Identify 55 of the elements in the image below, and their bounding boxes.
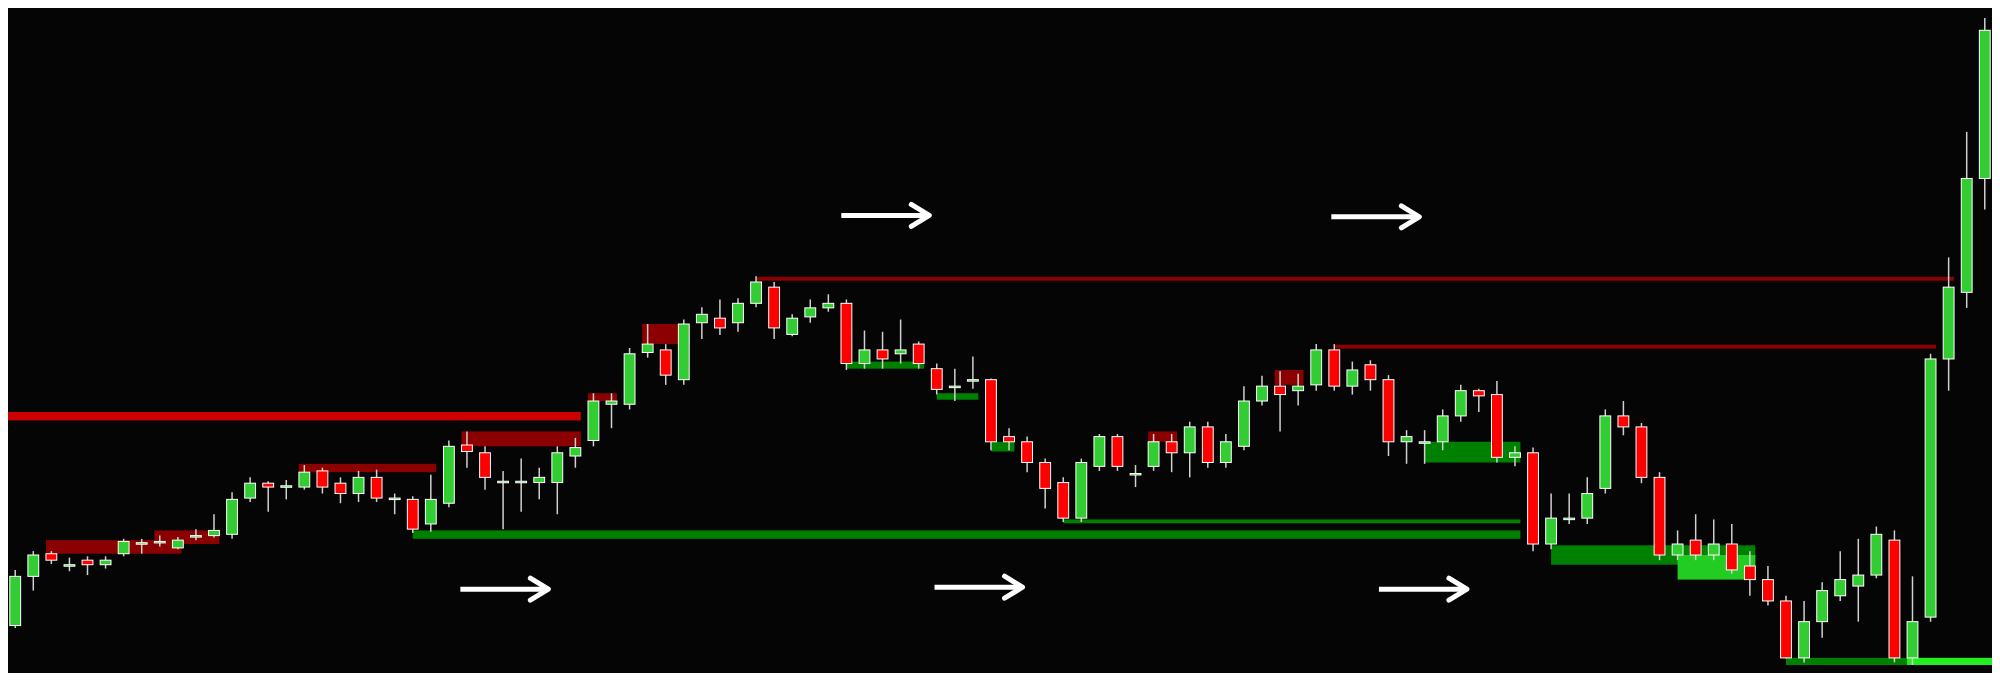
candlestick	[244, 476, 257, 503]
candlestick	[352, 470, 365, 503]
candlestick	[1418, 429, 1431, 465]
candlestick	[190, 528, 202, 541]
candlestick	[1274, 370, 1286, 433]
candlestick	[966, 355, 979, 390]
candlestick	[894, 318, 907, 365]
candlestick	[334, 476, 347, 504]
candlestick	[1617, 400, 1630, 437]
candlestick	[316, 466, 329, 495]
candlestick	[1219, 433, 1232, 469]
candlestick	[81, 555, 94, 576]
candlestick	[930, 362, 943, 396]
candlestick	[858, 329, 871, 370]
candlestick	[298, 464, 311, 491]
candlestick	[1129, 464, 1142, 488]
candlestick	[569, 437, 582, 469]
candlestick	[1689, 513, 1702, 561]
candlestick	[714, 298, 726, 336]
candlestick	[804, 298, 817, 324]
candlestick	[27, 550, 40, 592]
candlestick	[1472, 387, 1485, 413]
candlestick	[1762, 565, 1774, 607]
candlestick	[1003, 427, 1015, 451]
candlestick	[461, 430, 473, 469]
candlestick	[750, 275, 762, 308]
candlestick	[1021, 435, 1034, 473]
candlestick	[1743, 550, 1756, 597]
candlestick	[786, 313, 799, 338]
candlestick	[1509, 445, 1521, 468]
candlestick	[1292, 373, 1305, 407]
candlestick	[605, 392, 618, 429]
candlestick	[262, 480, 275, 513]
candlestick	[1563, 492, 1576, 525]
candlestick	[695, 306, 708, 340]
candlestick	[1671, 529, 1684, 561]
candlestick	[732, 297, 744, 333]
candlestick	[153, 534, 166, 548]
candlestick	[641, 323, 654, 359]
candlestick	[1346, 360, 1359, 396]
candlestick	[1364, 359, 1377, 392]
candlestick	[1165, 433, 1178, 473]
candlestick	[370, 468, 383, 503]
candlestick	[876, 331, 889, 370]
candlestick	[1834, 550, 1847, 602]
candlestick	[533, 466, 546, 501]
candlestick	[948, 367, 961, 402]
candlestick	[1400, 429, 1413, 465]
candlestick	[1256, 375, 1268, 407]
candlestick	[912, 340, 925, 370]
candlestick	[1852, 538, 1865, 623]
candlestick	[280, 479, 293, 501]
candlestick	[388, 492, 401, 515]
candlestick	[1707, 518, 1720, 561]
candlestick	[208, 513, 220, 539]
